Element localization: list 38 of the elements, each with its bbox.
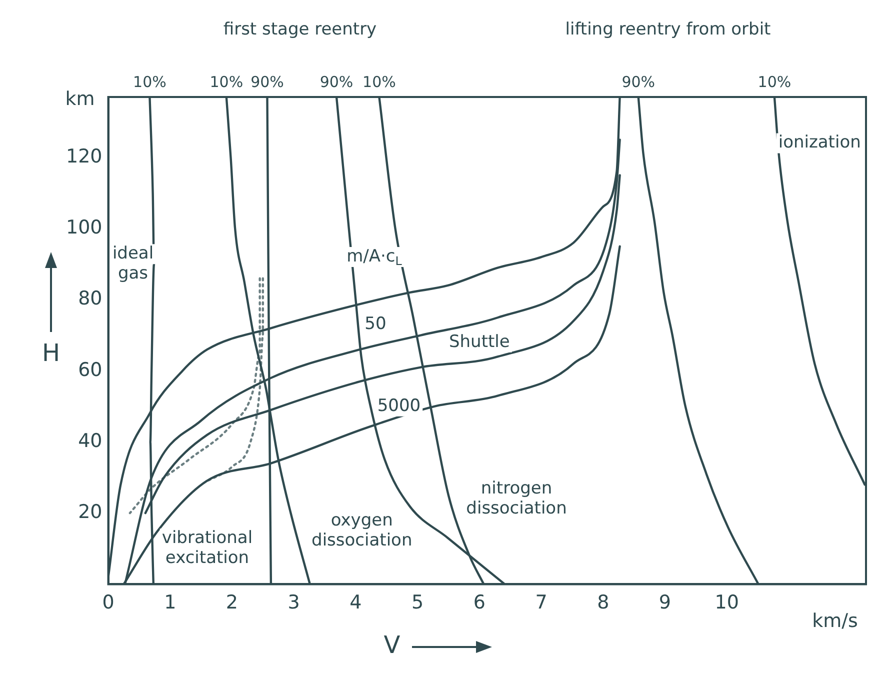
annotation: ionization bbox=[778, 132, 861, 153]
x-axis-title: V bbox=[384, 631, 401, 660]
x-tick-label: 9 bbox=[658, 592, 672, 614]
x-tick-label: 3 bbox=[288, 592, 300, 614]
x-tick-label: 1 bbox=[164, 592, 176, 614]
annotation: vibrational excitation bbox=[162, 528, 253, 568]
text: first stage reentry bbox=[223, 19, 377, 40]
y-tick-label: 40 bbox=[78, 430, 102, 452]
annotation: 5000 bbox=[377, 396, 421, 416]
x-tick-label: 5 bbox=[412, 592, 424, 614]
x-tick-label: 4 bbox=[350, 592, 362, 614]
annotation: Shuttle bbox=[448, 332, 510, 352]
annotation: 50 bbox=[364, 314, 386, 334]
annotation: 10% bbox=[210, 72, 244, 91]
annotation: 10% bbox=[362, 72, 396, 91]
y-tick-label: 60 bbox=[78, 358, 102, 381]
x-tick-label: 6 bbox=[473, 592, 486, 614]
y-axis-title: H bbox=[42, 339, 60, 368]
y-tick-label: 80 bbox=[78, 288, 102, 310]
annotation: 10% bbox=[133, 72, 166, 91]
x-tick-label: 7 bbox=[535, 592, 548, 614]
annotation: 90% bbox=[250, 72, 284, 91]
x-tick-label: 2 bbox=[226, 592, 238, 614]
y-tick-label: 100 bbox=[66, 216, 102, 239]
y-tick-label: 120 bbox=[66, 145, 102, 168]
annotation: ideal gas bbox=[112, 244, 154, 284]
x-tick-label: 10 bbox=[714, 592, 739, 614]
text: lifting reentry from orbit bbox=[565, 19, 772, 40]
annotation: oxygen dissociation bbox=[312, 510, 412, 550]
annotation: 90% bbox=[320, 72, 354, 91]
annotation: 90% bbox=[622, 72, 656, 91]
x-tick-label: 0 bbox=[102, 592, 114, 614]
text: km/s bbox=[812, 610, 858, 632]
annotation: 10% bbox=[758, 72, 792, 91]
text: km bbox=[65, 88, 95, 110]
y-tick-label: 20 bbox=[78, 501, 102, 524]
annotation: nitrogen dissociation bbox=[466, 478, 567, 518]
x-tick-label: 8 bbox=[597, 592, 610, 614]
